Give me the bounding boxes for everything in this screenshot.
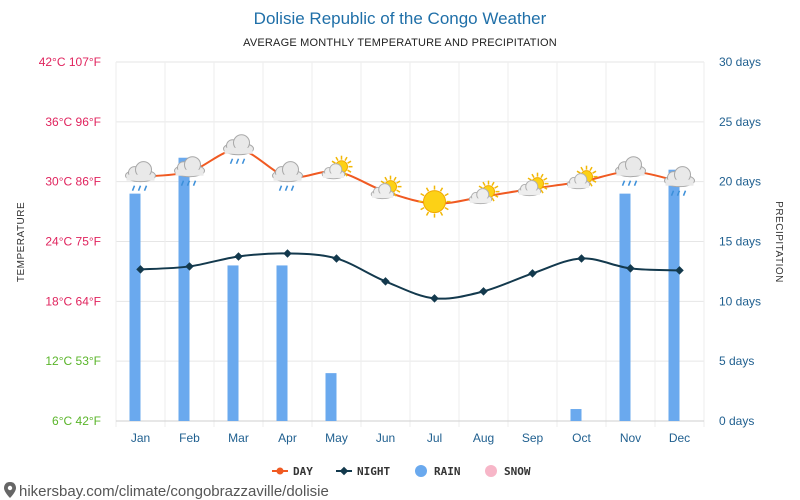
night-point	[675, 266, 684, 275]
right-axis-title: PRECIPITATION	[773, 201, 784, 283]
rain-bar	[178, 157, 190, 421]
left-axis-title: TEMPERATURE	[16, 202, 27, 282]
month-label: Apr	[278, 431, 297, 445]
rain-bar	[129, 193, 141, 421]
sun-cloud-icon	[517, 172, 549, 197]
rain-cloud-icon	[664, 166, 695, 196]
weather-icons	[125, 134, 695, 218]
rain-cloud-icon	[272, 161, 303, 191]
chart-subtitle: AVERAGE MONTHLY TEMPERATURE AND PRECIPIT…	[243, 37, 557, 49]
month-label: Jul	[427, 431, 442, 445]
night-point	[577, 254, 586, 263]
month-label: Sep	[522, 431, 544, 445]
sun-cloud-icon	[321, 155, 353, 180]
night-point	[136, 265, 145, 274]
night-point	[185, 262, 194, 271]
right-tick-label: 10 days	[719, 294, 761, 308]
legend-item-rain[interactable]: RAIN	[415, 465, 461, 478]
month-label: Feb	[179, 431, 200, 445]
legend-label: RAIN	[434, 465, 461, 478]
location-pin-icon	[4, 482, 16, 498]
left-tick-label: 24°C 75°F	[45, 235, 101, 249]
legend-item-snow[interactable]: SNOW	[485, 465, 531, 478]
month-label: Jun	[376, 431, 395, 445]
month-label: Nov	[620, 431, 641, 445]
month-label: Aug	[473, 431, 494, 445]
rain-bar	[668, 169, 680, 421]
month-label: Oct	[572, 431, 591, 445]
rain-bar	[276, 265, 288, 421]
night-point	[283, 249, 292, 258]
footer[interactable]: hikersbay.com/climate/congobrazzaville/d…	[4, 482, 329, 500]
right-tick-label: 20 days	[719, 175, 761, 189]
right-tick-label: 5 days	[719, 354, 754, 368]
month-label: Mar	[228, 431, 249, 445]
right-tick-label: 0 days	[719, 414, 754, 428]
left-tick-label: 12°C 53°F	[45, 354, 101, 368]
rain-cloud-icon	[615, 156, 646, 186]
legend-item-night[interactable]: NIGHT	[336, 465, 390, 478]
night-point	[332, 254, 341, 263]
left-tick-label: 42°C 107°F	[39, 55, 101, 69]
sun-icon	[418, 185, 451, 218]
night-point	[479, 287, 488, 296]
rain-cloud-icon	[174, 156, 205, 186]
month-label: Jan	[131, 431, 150, 445]
night-point	[234, 252, 243, 261]
legend-item-day[interactable]: DAY	[272, 465, 313, 478]
rain-bar	[570, 409, 582, 421]
left-tick-label: 36°C 96°F	[45, 115, 101, 129]
month-labels: Jan Feb Mar Apr May Jun Jul Aug Sep Oct Nov Dec	[131, 431, 690, 445]
left-tick-label: 18°C 64°F	[45, 294, 101, 308]
legend-label: NIGHT	[357, 465, 390, 478]
night-point	[528, 269, 537, 278]
left-axis-ticks: 42°C 107°F 36°C 96°F 30°C 86°F 24°C 75°F 18°…	[39, 55, 101, 428]
legend-label: SNOW	[504, 465, 531, 478]
right-tick-label: 15 days	[719, 235, 761, 249]
rain-bars	[129, 157, 680, 421]
night-point	[381, 277, 390, 286]
grid-lines	[115, 61, 705, 427]
rain-bar	[325, 373, 337, 421]
chart-title: Dolisie Republic of the Congo Weather	[254, 9, 547, 28]
month-label: Dec	[669, 431, 690, 445]
sun-cloud-icon	[468, 180, 500, 205]
rain-bar	[227, 265, 239, 421]
rain-bar	[619, 193, 631, 421]
right-tick-label: 25 days	[719, 115, 761, 129]
footer-url[interactable]: hikersbay.com/climate/congobrazzaville/d…	[19, 483, 329, 500]
sun-cloud-icon	[566, 165, 598, 190]
legend[interactable]: DAY NIGHT RAIN SNOW	[272, 465, 531, 478]
left-tick-label: 6°C 42°F	[52, 414, 101, 428]
legend-label: DAY	[293, 465, 313, 478]
left-tick-label: 30°C 86°F	[45, 175, 101, 189]
right-tick-label: 30 days	[719, 55, 761, 69]
rain-cloud-icon	[223, 134, 254, 165]
sun-cloud-icon	[370, 175, 402, 200]
right-axis-ticks: 30 days 25 days 20 days 15 days 10 days 5 day…	[719, 55, 761, 428]
night-point	[430, 294, 439, 303]
night-point	[626, 264, 635, 273]
rain-cloud-icon	[125, 161, 156, 191]
month-label: May	[325, 431, 348, 445]
